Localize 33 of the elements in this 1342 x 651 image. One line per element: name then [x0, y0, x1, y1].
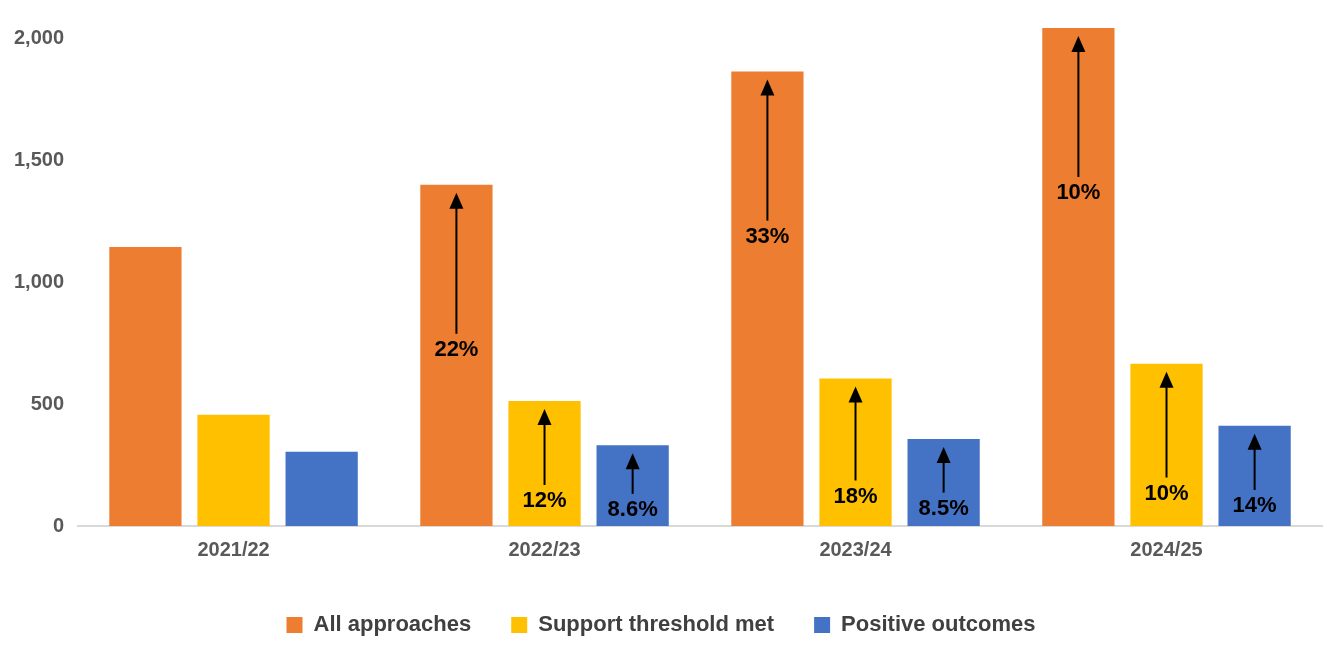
bar: [596, 445, 669, 526]
bar: [819, 378, 892, 526]
x-tick-label: 2022/23: [508, 537, 581, 560]
bar: [907, 438, 980, 526]
y-tick-label: 0: [52, 513, 65, 536]
annotation: 8.6%: [607, 495, 658, 521]
bar: [731, 71, 804, 526]
annotation: 33%: [745, 222, 790, 248]
x-tick-label: 2024/25: [1130, 537, 1203, 560]
bar: [1130, 363, 1203, 526]
annotation: 14%: [1232, 492, 1277, 518]
x-tick-label: 2021/22: [197, 537, 270, 560]
annotation: 8.5%: [918, 494, 969, 520]
annotation: 10%: [1056, 179, 1101, 205]
y-tick-label: 2,000: [13, 25, 65, 48]
annotation: 22%: [434, 335, 479, 361]
bar: [285, 451, 358, 526]
bar: [1218, 425, 1291, 526]
bar: [508, 400, 581, 526]
bar: [109, 246, 182, 526]
annotation: 12%: [522, 487, 567, 513]
y-tick-label: 1,000: [13, 269, 65, 292]
annotation: 10%: [1144, 479, 1189, 505]
y-tick-label: 500: [30, 391, 65, 414]
legend-label: Positive outcomes: [841, 611, 1036, 637]
bar: [197, 414, 270, 526]
legend-label: All approaches: [313, 611, 472, 637]
bar: [1042, 27, 1115, 526]
y-tick-label: 1,500: [13, 147, 65, 170]
x-tick-label: 2023/24: [819, 537, 893, 560]
annotation: 18%: [833, 482, 878, 508]
legend-label: Support threshold met: [538, 611, 775, 637]
bar: [420, 184, 493, 526]
